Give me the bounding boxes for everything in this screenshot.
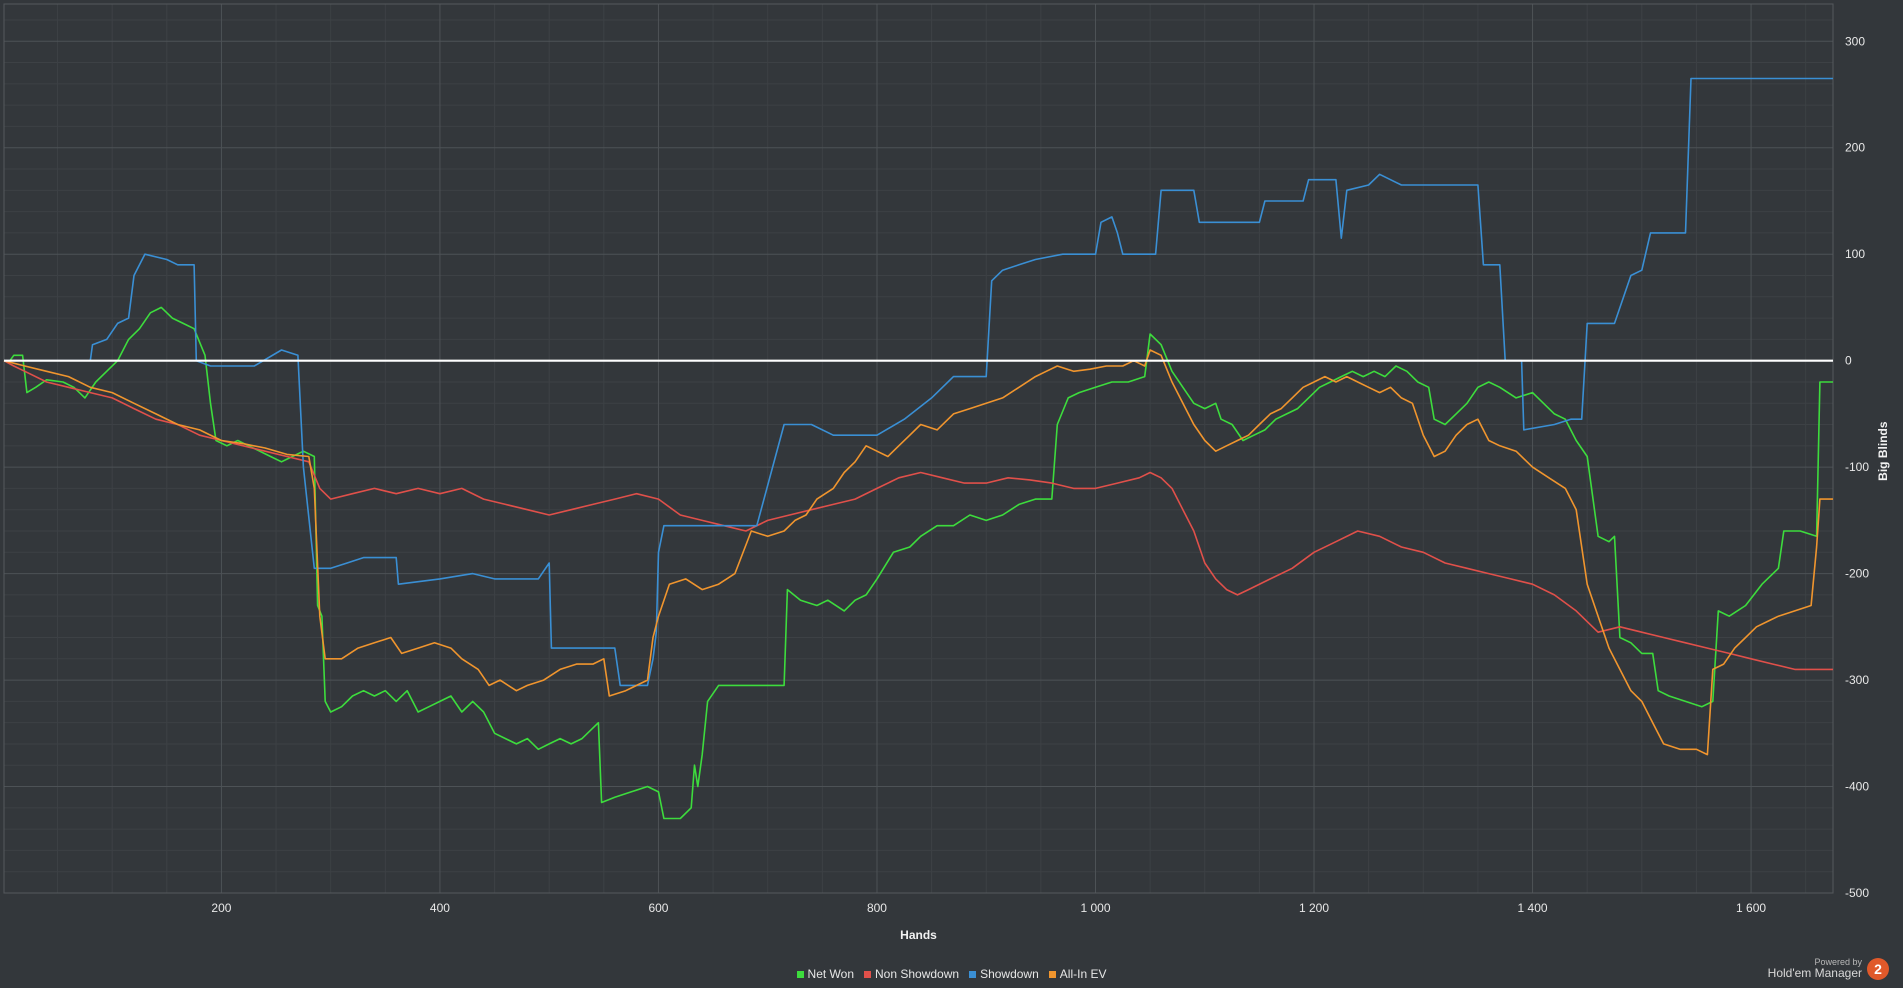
legend-label: Non Showdown xyxy=(875,967,960,981)
x-tick-label: 200 xyxy=(211,901,231,915)
y-tick-label: -400 xyxy=(1845,780,1869,794)
legend-swatch xyxy=(864,970,871,978)
legend-item[interactable]: Non Showdown xyxy=(864,967,959,981)
hem-logo-icon: 2 xyxy=(1867,958,1889,981)
y-tick-label: 300 xyxy=(1845,34,1865,48)
y-tick-label: -100 xyxy=(1845,460,1869,474)
powered-by-label: Powered by xyxy=(1814,957,1862,967)
x-tick-label: 1 000 xyxy=(1080,901,1110,915)
plot-border xyxy=(3,3,1834,894)
x-tick-label: 400 xyxy=(430,901,450,915)
legend-item[interactable]: All-In EV xyxy=(1048,967,1107,981)
y-tick-label: -300 xyxy=(1845,673,1869,687)
x-tick-labels: 200 400 600 800 1 000 1 200 1 400 1 600 xyxy=(211,901,1766,915)
legend-label: Net Won xyxy=(807,967,854,981)
y-axis-title: Big Blinds xyxy=(1876,421,1890,481)
x-axis-title: Hands xyxy=(900,928,937,942)
x-tick-label: 600 xyxy=(648,901,668,915)
y-tick-label: 0 xyxy=(1845,354,1852,368)
x-tick-label: 800 xyxy=(867,901,887,915)
legend-label: All-In EV xyxy=(1059,967,1107,981)
branding: Powered by Hold'em Manager 2 xyxy=(1767,957,1889,981)
chart-legend: Net Won Non Showdown Showdown All-In EV xyxy=(0,967,1903,981)
y-tick-label: -500 xyxy=(1845,886,1869,900)
x-tick-label: 1 200 xyxy=(1299,901,1329,915)
x-tick-label: 1 600 xyxy=(1736,901,1766,915)
series-line-all-in-ev xyxy=(3,349,1833,756)
legend-swatch xyxy=(1048,970,1056,978)
series-line-non-showdown xyxy=(3,359,1833,671)
y-tick-labels: 300 200 100 0 -100 -200 -300 -400 -500 xyxy=(1845,34,1869,900)
legend-swatch xyxy=(796,970,804,978)
legend-item[interactable]: Net Won xyxy=(796,967,854,981)
legend-label: Showdown xyxy=(980,967,1039,981)
product-name: Hold'em Manager xyxy=(1767,966,1862,981)
major-gridlines xyxy=(3,3,1834,894)
branding-text: Powered by Hold'em Manager xyxy=(1767,957,1862,981)
line-chart: 200 400 600 800 1 000 1 200 1 400 1 600 300 200 1… xyxy=(3,3,1890,942)
y-tick-label: -200 xyxy=(1845,567,1869,581)
y-tick-label: 100 xyxy=(1845,247,1865,261)
legend-swatch xyxy=(969,970,977,978)
series-line-net-won xyxy=(3,306,1833,820)
minor-gridlines xyxy=(4,4,1833,893)
series-layer xyxy=(3,77,1833,820)
legend-item[interactable]: Showdown xyxy=(969,967,1039,981)
x-tick-label: 1 400 xyxy=(1518,901,1548,915)
y-tick-label: 200 xyxy=(1845,141,1865,155)
series-line-showdown xyxy=(4,77,1833,687)
